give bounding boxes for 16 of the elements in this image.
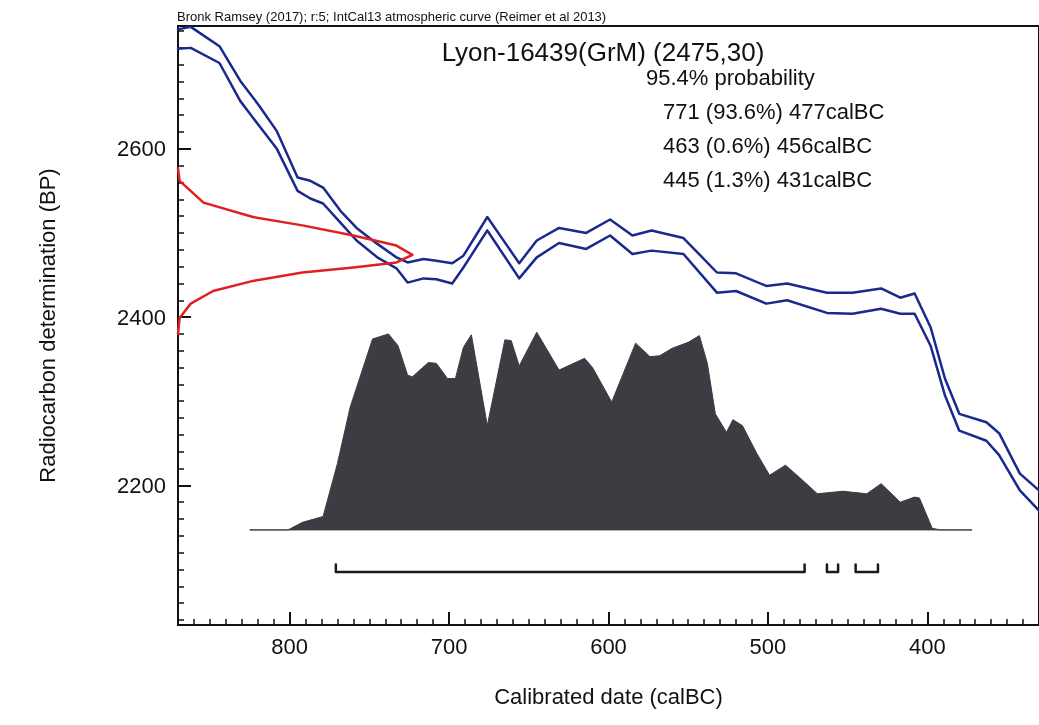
- y-tick-label: 2400: [117, 304, 166, 330]
- y-tick-label: 2200: [117, 472, 166, 498]
- line-series: [176, 166, 414, 336]
- x-tick-label: 700: [430, 633, 468, 659]
- x-tick-label: 500: [749, 633, 787, 659]
- x-axis-title: Calibrated date (calBC): [494, 683, 723, 709]
- text: Lyon-16439(GrM) (2475,30): [441, 37, 765, 67]
- annotation: 463 (0.6%) 456calBC: [663, 132, 873, 158]
- x-tick-label: 400: [909, 633, 946, 659]
- annotation: 771 (93.6%) 477calBC: [663, 98, 885, 124]
- chart-subtitle: Bronk Ramsey (2017); r:5; IntCal13 atmospheric curve (Reimer et al 2013): [177, 9, 607, 24]
- x-tick-label: 800: [271, 633, 308, 659]
- x-tick-label: 600: [590, 633, 627, 659]
- y-tick-label: 2600: [117, 136, 166, 162]
- annotation: 445 (1.3%) 431calBC: [663, 166, 873, 192]
- y-axis-title: Radiocarbon determination (BP): [34, 168, 60, 483]
